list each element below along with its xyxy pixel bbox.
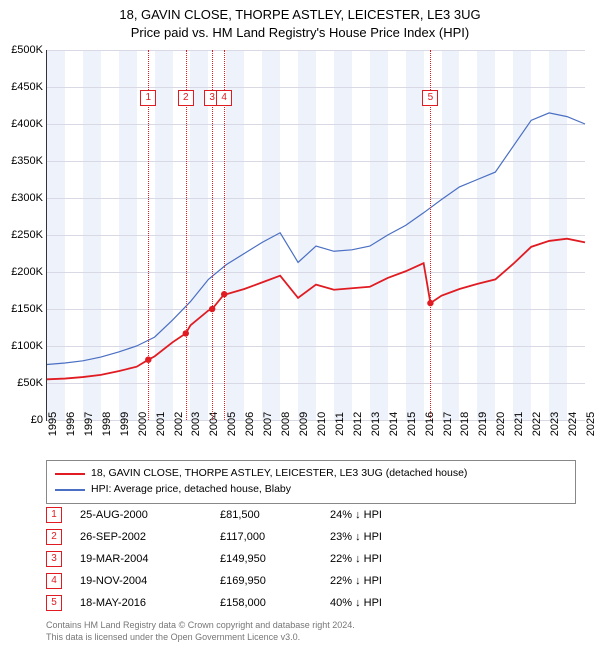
legend-swatch-blue	[55, 489, 85, 491]
x-tick-label: 1996	[65, 412, 77, 436]
x-tick-label: 2003	[190, 412, 202, 436]
event-marker: 4	[216, 90, 232, 106]
y-tick-label: £200K	[11, 266, 43, 278]
event-marker: 1	[140, 90, 156, 106]
series-line	[47, 113, 585, 365]
x-tick-label: 1998	[101, 412, 113, 436]
events-table: 1 25-AUG-2000£81,50024% ↓ HPI 2 26-SEP-2002…	[46, 504, 576, 614]
event-hpi: 40% ↓ HPI	[330, 597, 576, 609]
y-tick-label: £150K	[11, 303, 43, 315]
event-row: 4 19-NOV-2004£169,95022% ↓ HPI	[46, 570, 576, 592]
x-tick-label: 2017	[442, 412, 454, 436]
attribution: Contains HM Land Registry data © Crown c…	[46, 620, 576, 643]
legend-swatch-red	[55, 473, 85, 475]
x-tick-label: 2014	[388, 412, 400, 436]
event-hpi: 22% ↓ HPI	[330, 553, 576, 565]
x-tick-label: 2021	[513, 412, 525, 436]
event-hpi: 22% ↓ HPI	[330, 575, 576, 587]
y-tick-label: £250K	[11, 229, 43, 241]
event-num: 2	[46, 529, 62, 545]
x-tick-label: 1999	[119, 412, 131, 436]
x-tick-label: 2012	[352, 412, 364, 436]
event-date: 19-NOV-2004	[80, 575, 220, 587]
legend-box: 18, GAVIN CLOSE, THORPE ASTLEY, LEICESTE…	[46, 460, 576, 504]
x-tick-label: 2019	[477, 412, 489, 436]
title-line-2: Price paid vs. HM Land Registry's House …	[0, 24, 600, 42]
y-tick-label: £400K	[11, 118, 43, 130]
event-num: 3	[46, 551, 62, 567]
event-row: 1 25-AUG-2000£81,50024% ↓ HPI	[46, 504, 576, 526]
event-row: 3 19-MAR-2004£149,95022% ↓ HPI	[46, 548, 576, 570]
x-tick-label: 2010	[316, 412, 328, 436]
y-tick-label: £100K	[11, 340, 43, 352]
event-date: 19-MAR-2004	[80, 553, 220, 565]
x-tick-label: 1995	[47, 412, 59, 436]
event-hpi: 23% ↓ HPI	[330, 531, 576, 543]
chart-svg	[47, 50, 585, 420]
x-tick-label: 2006	[244, 412, 256, 436]
y-tick-label: £450K	[11, 81, 43, 93]
x-tick-label: 2015	[406, 412, 418, 436]
x-tick-label: 2022	[531, 412, 543, 436]
event-row: 2 26-SEP-2002£117,00023% ↓ HPI	[46, 526, 576, 548]
y-tick-label: £50K	[17, 377, 43, 389]
x-tick-label: 2023	[549, 412, 561, 436]
event-marker: 2	[178, 90, 194, 106]
x-tick-label: 2011	[334, 412, 346, 436]
x-tick-label: 2013	[370, 412, 382, 436]
x-tick-label: 2005	[226, 412, 238, 436]
event-num: 1	[46, 507, 62, 523]
event-price: £149,950	[220, 553, 330, 565]
legend-row: HPI: Average price, detached house, Blab…	[55, 482, 567, 498]
chart-container: 18, GAVIN CLOSE, THORPE ASTLEY, LEICESTE…	[0, 0, 600, 650]
x-tick-label: 2008	[280, 412, 292, 436]
legend-label: 18, GAVIN CLOSE, THORPE ASTLEY, LEICESTE…	[91, 466, 467, 482]
event-num: 4	[46, 573, 62, 589]
legend-row: 18, GAVIN CLOSE, THORPE ASTLEY, LEICESTE…	[55, 466, 567, 482]
title-line-1: 18, GAVIN CLOSE, THORPE ASTLEY, LEICESTE…	[0, 6, 600, 24]
x-tick-label: 2007	[262, 412, 274, 436]
attribution-line: Contains HM Land Registry data © Crown c…	[46, 620, 576, 632]
event-date: 26-SEP-2002	[80, 531, 220, 543]
x-tick-label: 2001	[155, 412, 167, 436]
event-num: 5	[46, 595, 62, 611]
event-price: £169,950	[220, 575, 330, 587]
x-tick-label: 1997	[83, 412, 95, 436]
event-marker: 5	[422, 90, 438, 106]
title-block: 18, GAVIN CLOSE, THORPE ASTLEY, LEICESTE…	[0, 0, 600, 42]
x-tick-label: 2009	[298, 412, 310, 436]
event-row: 5 18-MAY-2016£158,00040% ↓ HPI	[46, 592, 576, 614]
y-tick-label: £300K	[11, 192, 43, 204]
x-tick-label: 2000	[137, 412, 149, 436]
x-tick-label: 2002	[173, 412, 185, 436]
y-tick-label: £500K	[11, 44, 43, 56]
y-tick-label: £350K	[11, 155, 43, 167]
plot-area: £0£50K£100K£150K£200K£250K£300K£350K£400…	[46, 50, 585, 421]
series-line	[47, 239, 585, 380]
legend-label: HPI: Average price, detached house, Blab…	[91, 482, 291, 498]
event-hpi: 24% ↓ HPI	[330, 509, 576, 521]
x-tick-label: 2024	[567, 412, 579, 436]
x-tick-label: 2018	[459, 412, 471, 436]
attribution-line: This data is licensed under the Open Gov…	[46, 632, 576, 644]
y-tick-label: £0	[31, 414, 43, 426]
event-price: £81,500	[220, 509, 330, 521]
x-tick-label: 2025	[585, 412, 597, 436]
x-tick-label: 2020	[495, 412, 507, 436]
x-tick-label: 2004	[208, 412, 220, 436]
event-price: £158,000	[220, 597, 330, 609]
event-price: £117,000	[220, 531, 330, 543]
event-date: 25-AUG-2000	[80, 509, 220, 521]
event-date: 18-MAY-2016	[80, 597, 220, 609]
